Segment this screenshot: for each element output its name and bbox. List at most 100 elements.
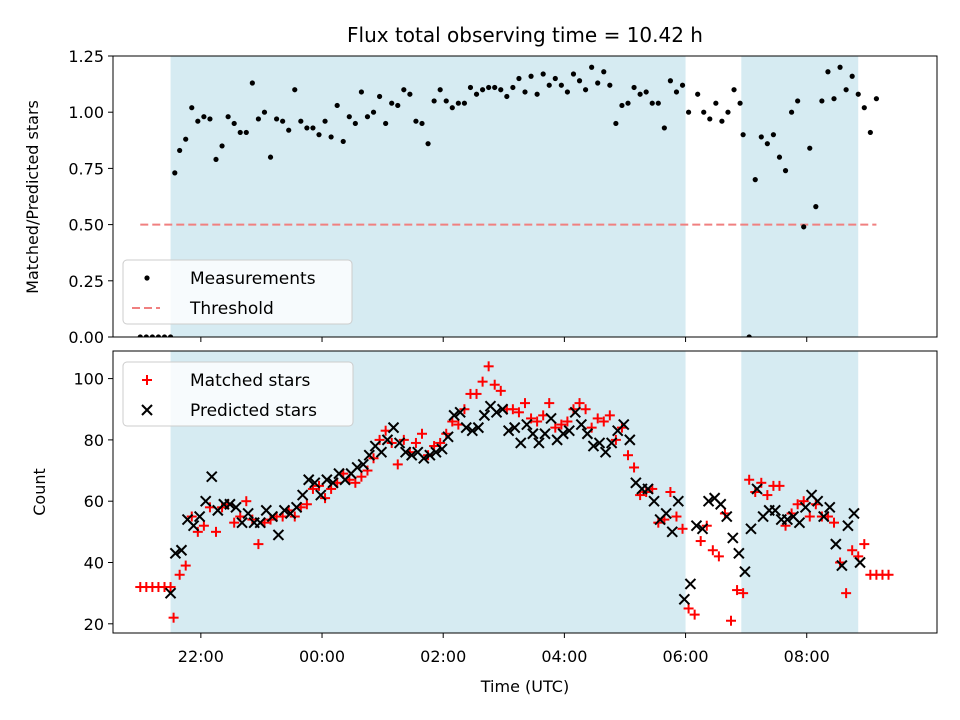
- data-point: [807, 145, 813, 151]
- data-point: [738, 588, 749, 599]
- data-point: [174, 569, 185, 580]
- data-point: [707, 116, 713, 122]
- data-point: [489, 379, 500, 390]
- data-point: [625, 100, 631, 106]
- data-point: [417, 428, 427, 439]
- chart-title: Flux total observing time = 10.42 h: [347, 23, 703, 47]
- data-point: [410, 437, 421, 448]
- data-point: [746, 334, 752, 337]
- data-point: [545, 412, 557, 425]
- data-point: [437, 87, 443, 93]
- data-point: [731, 87, 737, 93]
- y-tick-label: 20: [84, 615, 104, 634]
- data-point: [745, 523, 757, 535]
- data-point: [618, 418, 630, 431]
- data-point: [510, 84, 516, 91]
- data-point: [236, 516, 248, 529]
- y-tick-label: 0.50: [68, 216, 104, 235]
- data-point: [483, 361, 494, 372]
- y-tick-label: 1.00: [68, 103, 104, 122]
- data-point: [581, 428, 594, 440]
- legend-swatch-0: [144, 275, 150, 281]
- data-point: [776, 154, 783, 160]
- data-point: [515, 437, 527, 449]
- data-point: [327, 477, 339, 489]
- data-point: [629, 462, 640, 473]
- data-point: [556, 419, 567, 430]
- data-point: [198, 520, 209, 531]
- data-point: [508, 421, 521, 434]
- data-point: [661, 125, 667, 131]
- data-point: [376, 93, 383, 100]
- data-point: [695, 91, 701, 97]
- data-point: [848, 507, 860, 520]
- data-point: [859, 539, 870, 550]
- data-point: [460, 421, 472, 434]
- data-point: [589, 64, 595, 70]
- data-point: [562, 416, 573, 427]
- data-point: [672, 495, 684, 507]
- data-point: [504, 93, 510, 100]
- y-tick-label: 0.00: [68, 328, 104, 347]
- ratio-legend: Measurements Threshold: [122, 259, 353, 325]
- data-point: [243, 129, 249, 136]
- data-point: [727, 532, 739, 544]
- data-point: [804, 511, 815, 522]
- data-point: [569, 406, 581, 419]
- data-point: [751, 483, 763, 495]
- data-point: [624, 434, 636, 446]
- data-point: [407, 91, 413, 97]
- data-point: [534, 91, 540, 97]
- data-point: [595, 80, 601, 86]
- data-point: [732, 585, 743, 596]
- data-point: [286, 127, 292, 133]
- data-point: [649, 100, 655, 106]
- data-point: [592, 413, 603, 424]
- data-point: [292, 87, 298, 93]
- data-point: [678, 593, 691, 605]
- data-point: [249, 80, 255, 86]
- data-point: [304, 125, 310, 131]
- data-point: [557, 428, 569, 440]
- data-point: [558, 82, 564, 88]
- data-point: [187, 520, 200, 532]
- data-point: [273, 116, 280, 122]
- data-point: [167, 334, 174, 337]
- data-point: [213, 156, 219, 163]
- data-point: [847, 545, 858, 556]
- legend-label-0: Measurements: [190, 269, 316, 289]
- data-point: [726, 615, 736, 626]
- data-point: [479, 87, 486, 93]
- data-point: [204, 502, 215, 513]
- data-point: [679, 82, 686, 88]
- data-point: [231, 120, 237, 127]
- data-point: [599, 446, 612, 458]
- data-point: [538, 410, 549, 421]
- data-point: [817, 510, 830, 523]
- axes-frame: [112, 55, 938, 338]
- data-point: [201, 114, 207, 120]
- data-point: [380, 425, 391, 436]
- data-point: [495, 385, 506, 396]
- data-point: [795, 98, 801, 104]
- data-point: [301, 499, 312, 510]
- data-point: [199, 495, 212, 507]
- data-point: [507, 404, 518, 415]
- data-point: [713, 551, 724, 562]
- data-point: [254, 516, 266, 529]
- data-point: [193, 510, 206, 523]
- data-point: [375, 446, 388, 458]
- data-point: [352, 120, 358, 127]
- y-tick-label: 60: [84, 492, 104, 511]
- x-tick-label: 08:00: [784, 647, 830, 666]
- data-point: [486, 84, 492, 91]
- data-point: [413, 118, 419, 124]
- data-point: [430, 446, 442, 458]
- data-point: [648, 495, 660, 507]
- data-point: [395, 102, 401, 109]
- data-point: [473, 91, 480, 97]
- data-point: [219, 143, 225, 149]
- data-point: [424, 449, 436, 461]
- data-point: [801, 224, 807, 230]
- x-axis: 22:00 00:00 02:00 04:00 06:00 08:00: [178, 647, 830, 666]
